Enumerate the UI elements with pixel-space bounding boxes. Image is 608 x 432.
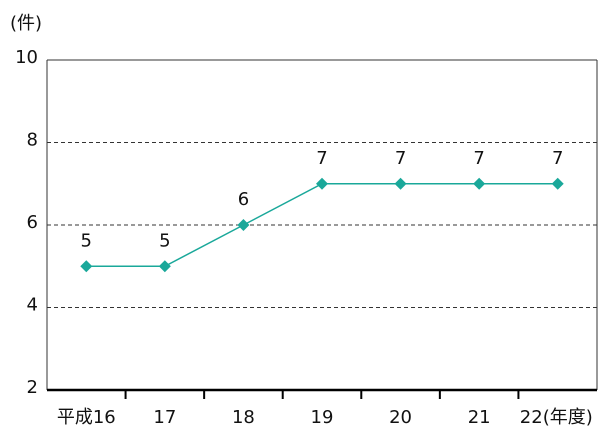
point — [237, 219, 250, 231]
point — [158, 260, 171, 273]
point — [473, 177, 486, 190]
value-label: 7 — [473, 148, 484, 169]
value-label: 7 — [395, 148, 406, 169]
point — [80, 260, 93, 273]
point — [551, 177, 564, 190]
x-tick-label: 22 — [520, 407, 543, 428]
point — [316, 177, 328, 190]
x-tick-label: 17 — [153, 407, 176, 428]
value-label: 5 — [81, 230, 92, 251]
y-tick-label: 4 — [27, 295, 38, 316]
y-tick-label: 6 — [27, 212, 38, 233]
value-label: 6 — [238, 189, 249, 210]
value-label: 5 — [159, 230, 170, 251]
value-label: 7 — [316, 148, 327, 169]
x-unit: (年度) — [543, 407, 593, 428]
point — [394, 177, 407, 190]
value-label: 7 — [552, 148, 563, 169]
x-tick-label: 18 — [232, 407, 255, 428]
y-tick-label: 8 — [27, 130, 38, 151]
y-unit: (件) — [10, 13, 42, 34]
y-tick-label: 10 — [15, 47, 38, 68]
y-tick-label: 2 — [27, 377, 38, 398]
x-tick-label: 21 — [468, 407, 491, 428]
x-tick-label: 平成16 — [57, 407, 116, 428]
x-tick-label: 20 — [389, 407, 412, 428]
x-tick-label: 19 — [311, 407, 334, 428]
